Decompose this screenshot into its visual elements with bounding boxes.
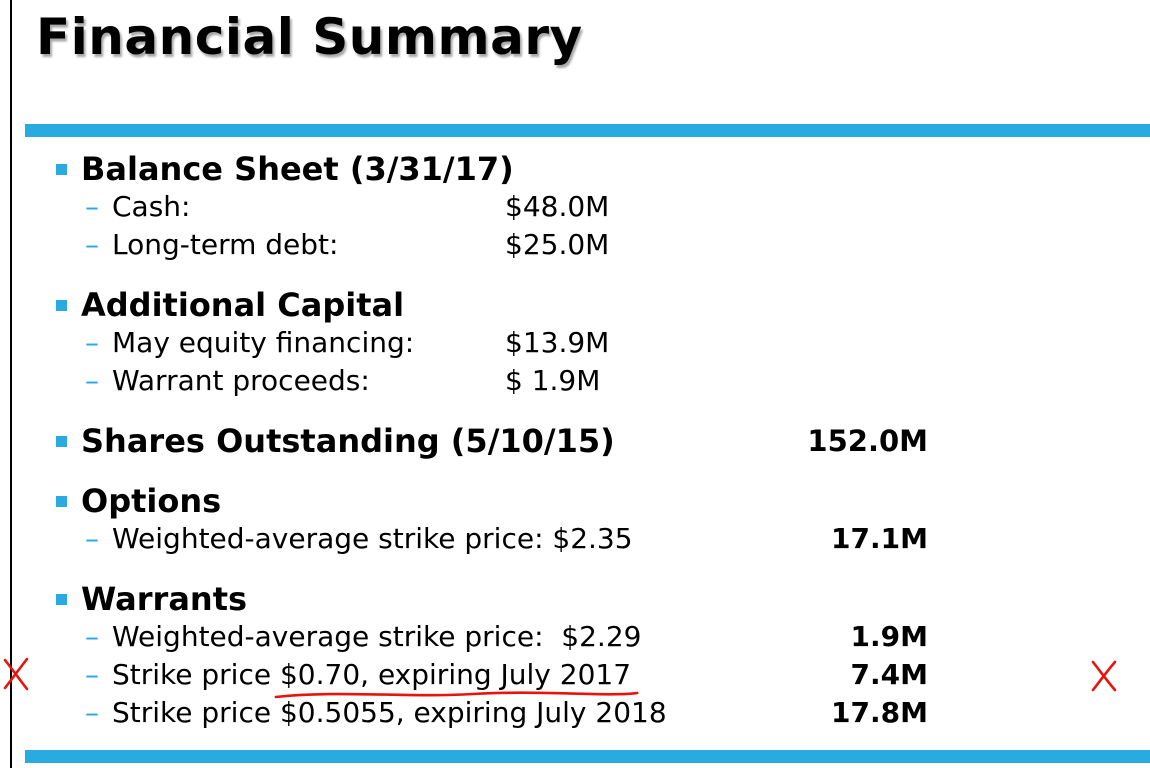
- square-bullet-icon: [56, 495, 67, 507]
- dash-bullet-icon: –: [85, 228, 99, 261]
- dash-bullet-icon: –: [85, 364, 99, 397]
- section-shares-outstanding: Shares Outstanding (5/10/15) 152.0M: [38, 422, 928, 460]
- item-label: Cash:: [112, 190, 191, 223]
- item-label: Warrant proceeds:: [112, 364, 370, 397]
- item-label: Strike price $0.5055, expiring July 2018: [112, 696, 667, 729]
- dash-bullet-icon: –: [85, 658, 99, 691]
- section-title: Shares Outstanding (5/10/15): [81, 422, 615, 460]
- section-warrants: Warrants – Weighted-average strike price…: [38, 580, 928, 732]
- dash-bullet-icon: –: [85, 696, 99, 729]
- list-item-warrants-weighted-average: – Weighted-average strike price: $2.29 1…: [38, 618, 928, 656]
- list-item-options-strike-price: – Weighted-average strike price: $2.35 1…: [38, 520, 928, 558]
- section-header-shares-outstanding: Shares Outstanding (5/10/15) 152.0M: [38, 422, 928, 460]
- list-item-cash: – Cash: $48.0M: [38, 188, 928, 226]
- list-item-warrant-proceeds: – Warrant proceeds: $ 1.9M: [38, 362, 928, 400]
- left-border-line: [10, 0, 12, 768]
- red-x-annotation-left-icon: [3, 657, 29, 691]
- list-item-may-equity-financing: – May equity financing: $13.9M: [38, 324, 928, 362]
- section-balance-sheet: Balance Sheet (3/31/17) – Cash: $48.0M –…: [38, 150, 928, 264]
- section-header-additional-capital: Additional Capital: [38, 286, 928, 324]
- dash-bullet-icon: –: [85, 522, 99, 555]
- section-title: Additional Capital: [81, 286, 405, 324]
- item-amount: 17.1M: [831, 522, 928, 555]
- item-value: $48.0M: [505, 190, 610, 223]
- square-bullet-icon: [56, 299, 67, 311]
- item-label: Long-term debt:: [112, 228, 339, 261]
- section-amount: 152.0M: [807, 424, 928, 458]
- item-label: Weighted-average strike price: $2.35: [112, 522, 633, 555]
- list-item-warrants-strike-070: – Strike price $0.70, expiring July 2017…: [38, 656, 928, 699]
- item-label: Weighted-average strike price: $2.29: [112, 620, 642, 653]
- slide-content: Balance Sheet (3/31/17) – Cash: $48.0M –…: [38, 150, 928, 732]
- bottom-accent-bar: [25, 750, 1150, 763]
- slide-title: Financial Summary: [36, 8, 583, 66]
- section-options: Options – Weighted-average strike price:…: [38, 482, 928, 558]
- item-value: $25.0M: [505, 228, 610, 261]
- section-header-options: Options: [38, 482, 928, 520]
- section-header-balance-sheet: Balance Sheet (3/31/17): [38, 150, 928, 188]
- item-amount: 1.9M: [850, 620, 928, 653]
- top-accent-bar: [25, 124, 1150, 137]
- square-bullet-icon: [56, 163, 67, 175]
- section-title: Balance Sheet (3/31/17): [81, 150, 514, 188]
- section-additional-capital: Additional Capital – May equity financin…: [38, 286, 928, 400]
- square-bullet-icon: [56, 593, 67, 605]
- underlined-text: $0.70, expiring July 2017: [274, 658, 639, 699]
- item-label: May equity financing:: [112, 326, 415, 359]
- red-underline-annotation-icon: [274, 691, 639, 699]
- dash-bullet-icon: –: [85, 190, 99, 223]
- underlined-text-label: $0.70, expiring July 2017: [279, 658, 632, 691]
- item-amount: 17.8M: [831, 696, 928, 729]
- item-label-prefix: Strike price: [112, 658, 280, 691]
- list-item-long-term-debt: – Long-term debt: $25.0M: [38, 226, 928, 264]
- red-x-annotation-right-icon: [1091, 660, 1117, 692]
- dash-bullet-icon: –: [85, 326, 99, 359]
- list-item-warrants-strike-05055: – Strike price $0.5055, expiring July 20…: [38, 694, 928, 732]
- item-value: $ 1.9M: [505, 364, 601, 397]
- dash-bullet-icon: –: [85, 620, 99, 653]
- square-bullet-icon: [56, 435, 67, 447]
- item-label: Strike price $0.70, expiring July 2017: [112, 656, 639, 699]
- section-title: Warrants: [81, 580, 248, 618]
- item-value: $13.9M: [505, 326, 610, 359]
- section-title: Options: [81, 482, 222, 520]
- item-amount: 7.4M: [850, 658, 928, 691]
- section-header-warrants: Warrants: [38, 580, 928, 618]
